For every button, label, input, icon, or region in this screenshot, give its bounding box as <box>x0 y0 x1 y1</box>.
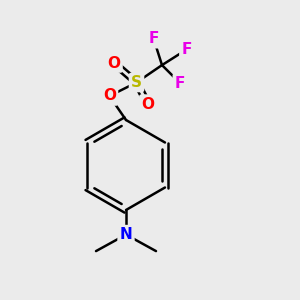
Text: F: F <box>175 76 185 91</box>
Text: F: F <box>148 31 159 46</box>
Text: O: O <box>103 88 116 104</box>
Text: S: S <box>131 75 142 90</box>
Text: O: O <box>141 97 154 112</box>
Text: N: N <box>120 227 132 242</box>
Text: F: F <box>182 42 192 57</box>
Text: O: O <box>107 56 121 70</box>
